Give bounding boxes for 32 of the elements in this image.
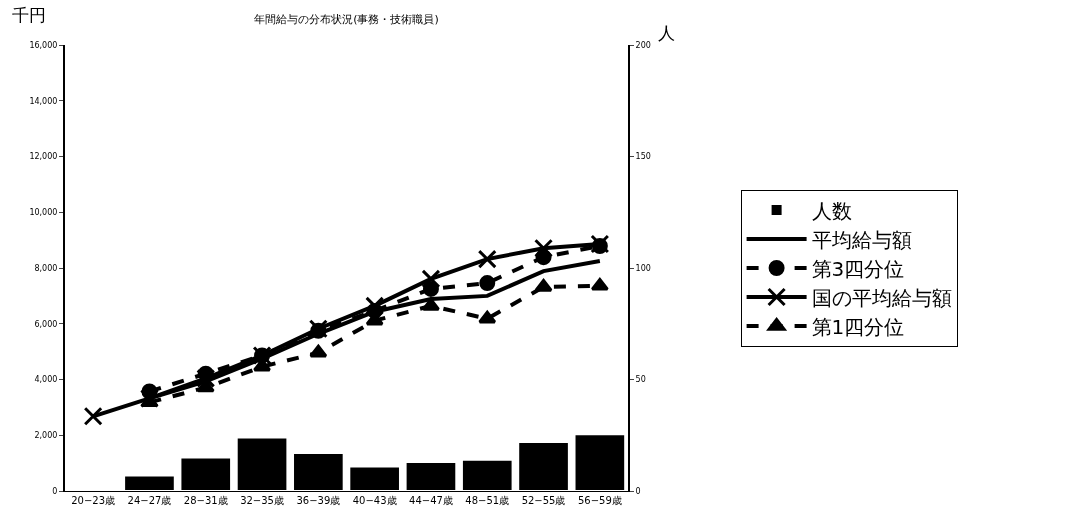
y-tick-label: 12,000 [29, 152, 58, 162]
legend-label: 国の平均給与額 [811, 285, 952, 310]
x-tick-label: 36−39歳 [296, 495, 341, 506]
x-tick-label: 40−43歳 [352, 495, 397, 506]
x-tick-label: 24−27歳 [127, 495, 172, 506]
y-tick-label: 10,000 [29, 208, 58, 218]
chart-title: 年間給与の分布状況(事務・技術職員) [254, 13, 439, 27]
y-axis-title: 千円 [12, 5, 46, 25]
x-tick-label: 48−51歳 [465, 495, 510, 506]
y2-tick-label: 50 [635, 375, 646, 385]
y2-tick-label: 0 [635, 486, 641, 496]
legend-label: 第3四分位 [811, 256, 905, 281]
x-tick-label: 52−55歳 [521, 495, 566, 506]
x-tick-label: 56−59歳 [577, 495, 622, 506]
x-tick-label: 28−31歳 [183, 495, 228, 506]
legend-label: 第1四分位 [811, 314, 905, 339]
legend-label: 人数 [811, 198, 852, 223]
x-tick-label: 20−23歳 [71, 495, 116, 506]
y-tick-label: 16,000 [29, 40, 58, 50]
x-tick-label: 32−35歳 [240, 495, 284, 506]
y-tick-label: 8,000 [34, 263, 58, 273]
y-tick-label: 6,000 [34, 319, 58, 329]
y-tick-label: 2,000 [34, 431, 58, 441]
y-tick-label: 0 [52, 486, 58, 496]
y2-axis-title: 人 [658, 23, 675, 43]
y2-tick-label: 100 [635, 263, 651, 273]
legend-label: 平均給与額 [811, 227, 912, 252]
y-tick-label: 4,000 [34, 375, 58, 385]
y-tick-label: 14,000 [29, 96, 58, 106]
y2-tick-label: 150 [635, 152, 651, 162]
x-tick-label: 44−47歳 [409, 495, 453, 506]
y2-tick-label: 200 [635, 40, 651, 50]
